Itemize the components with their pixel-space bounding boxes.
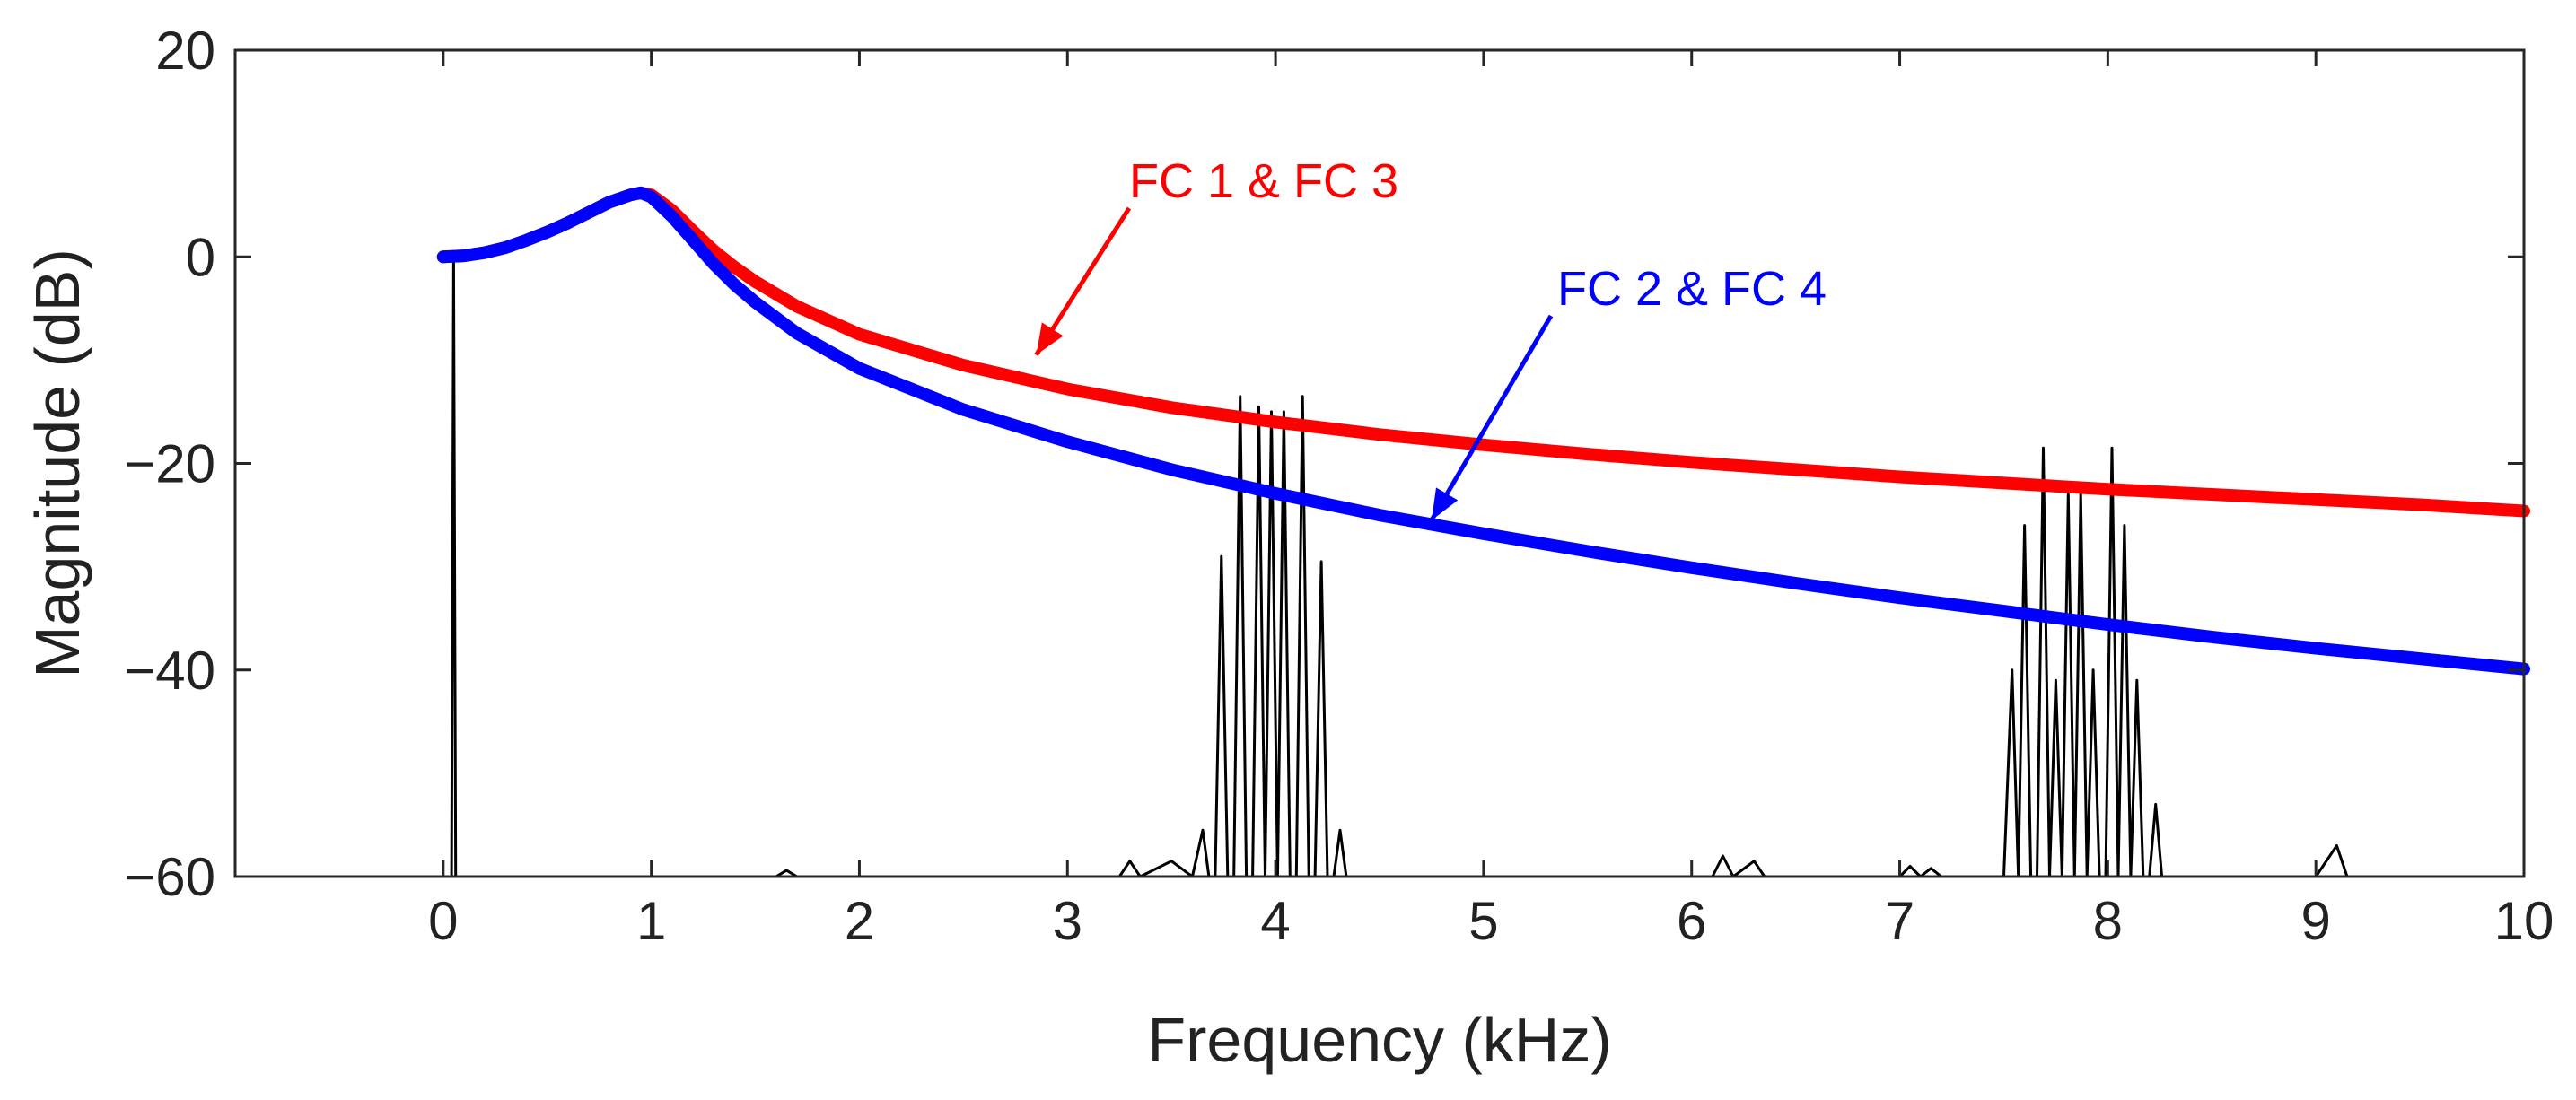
x-tick-label: 6 (1677, 891, 1706, 951)
axes (233, 48, 2526, 878)
x-axis-title: Frequency (kHz) (1147, 1005, 1611, 1075)
annotation-arrow-head (1036, 322, 1064, 355)
x-tick-label: 7 (1885, 891, 1914, 951)
x-tick-label: 8 (2093, 891, 2123, 951)
annotations: FC 1 & FC 3 FC 2 & FC 4 (1034, 154, 1827, 522)
x-tick-label: 2 (845, 891, 874, 951)
y-tick-label: −20 (124, 434, 215, 494)
x-tick-label: 3 (1053, 891, 1082, 951)
x-tick-label: 10 (2494, 891, 2554, 951)
x-tick-label: 4 (1260, 891, 1290, 951)
annotation-label: FC 2 & FC 4 (1557, 262, 1827, 316)
x-tick-label: 1 (636, 891, 666, 951)
y-tick-label: −40 (124, 641, 215, 701)
plot-background (235, 50, 2524, 877)
y-tick-label: −60 (124, 847, 215, 907)
x-tick-label: 0 (428, 891, 458, 951)
tick-labels: 0 1 2 3 4 5 6 7 8 9 10 20 0 −20 −40 −60 (124, 21, 2554, 951)
annotation-arrow-head (1431, 487, 1459, 520)
x-tick-label: 5 (1468, 891, 1498, 951)
series-fc2-fc4-line (436, 186, 2530, 676)
y-tick-label: 0 (186, 227, 215, 287)
y-axis-title: Magnitude (dB) (22, 249, 92, 678)
annotation-arrow-shaft (1429, 314, 1554, 522)
plot-area (235, 50, 2524, 877)
annotation-label: FC 1 & FC 3 (1129, 154, 1398, 208)
y-tick-label: 20 (155, 21, 215, 81)
x-tick-label: 9 (2300, 891, 2330, 951)
